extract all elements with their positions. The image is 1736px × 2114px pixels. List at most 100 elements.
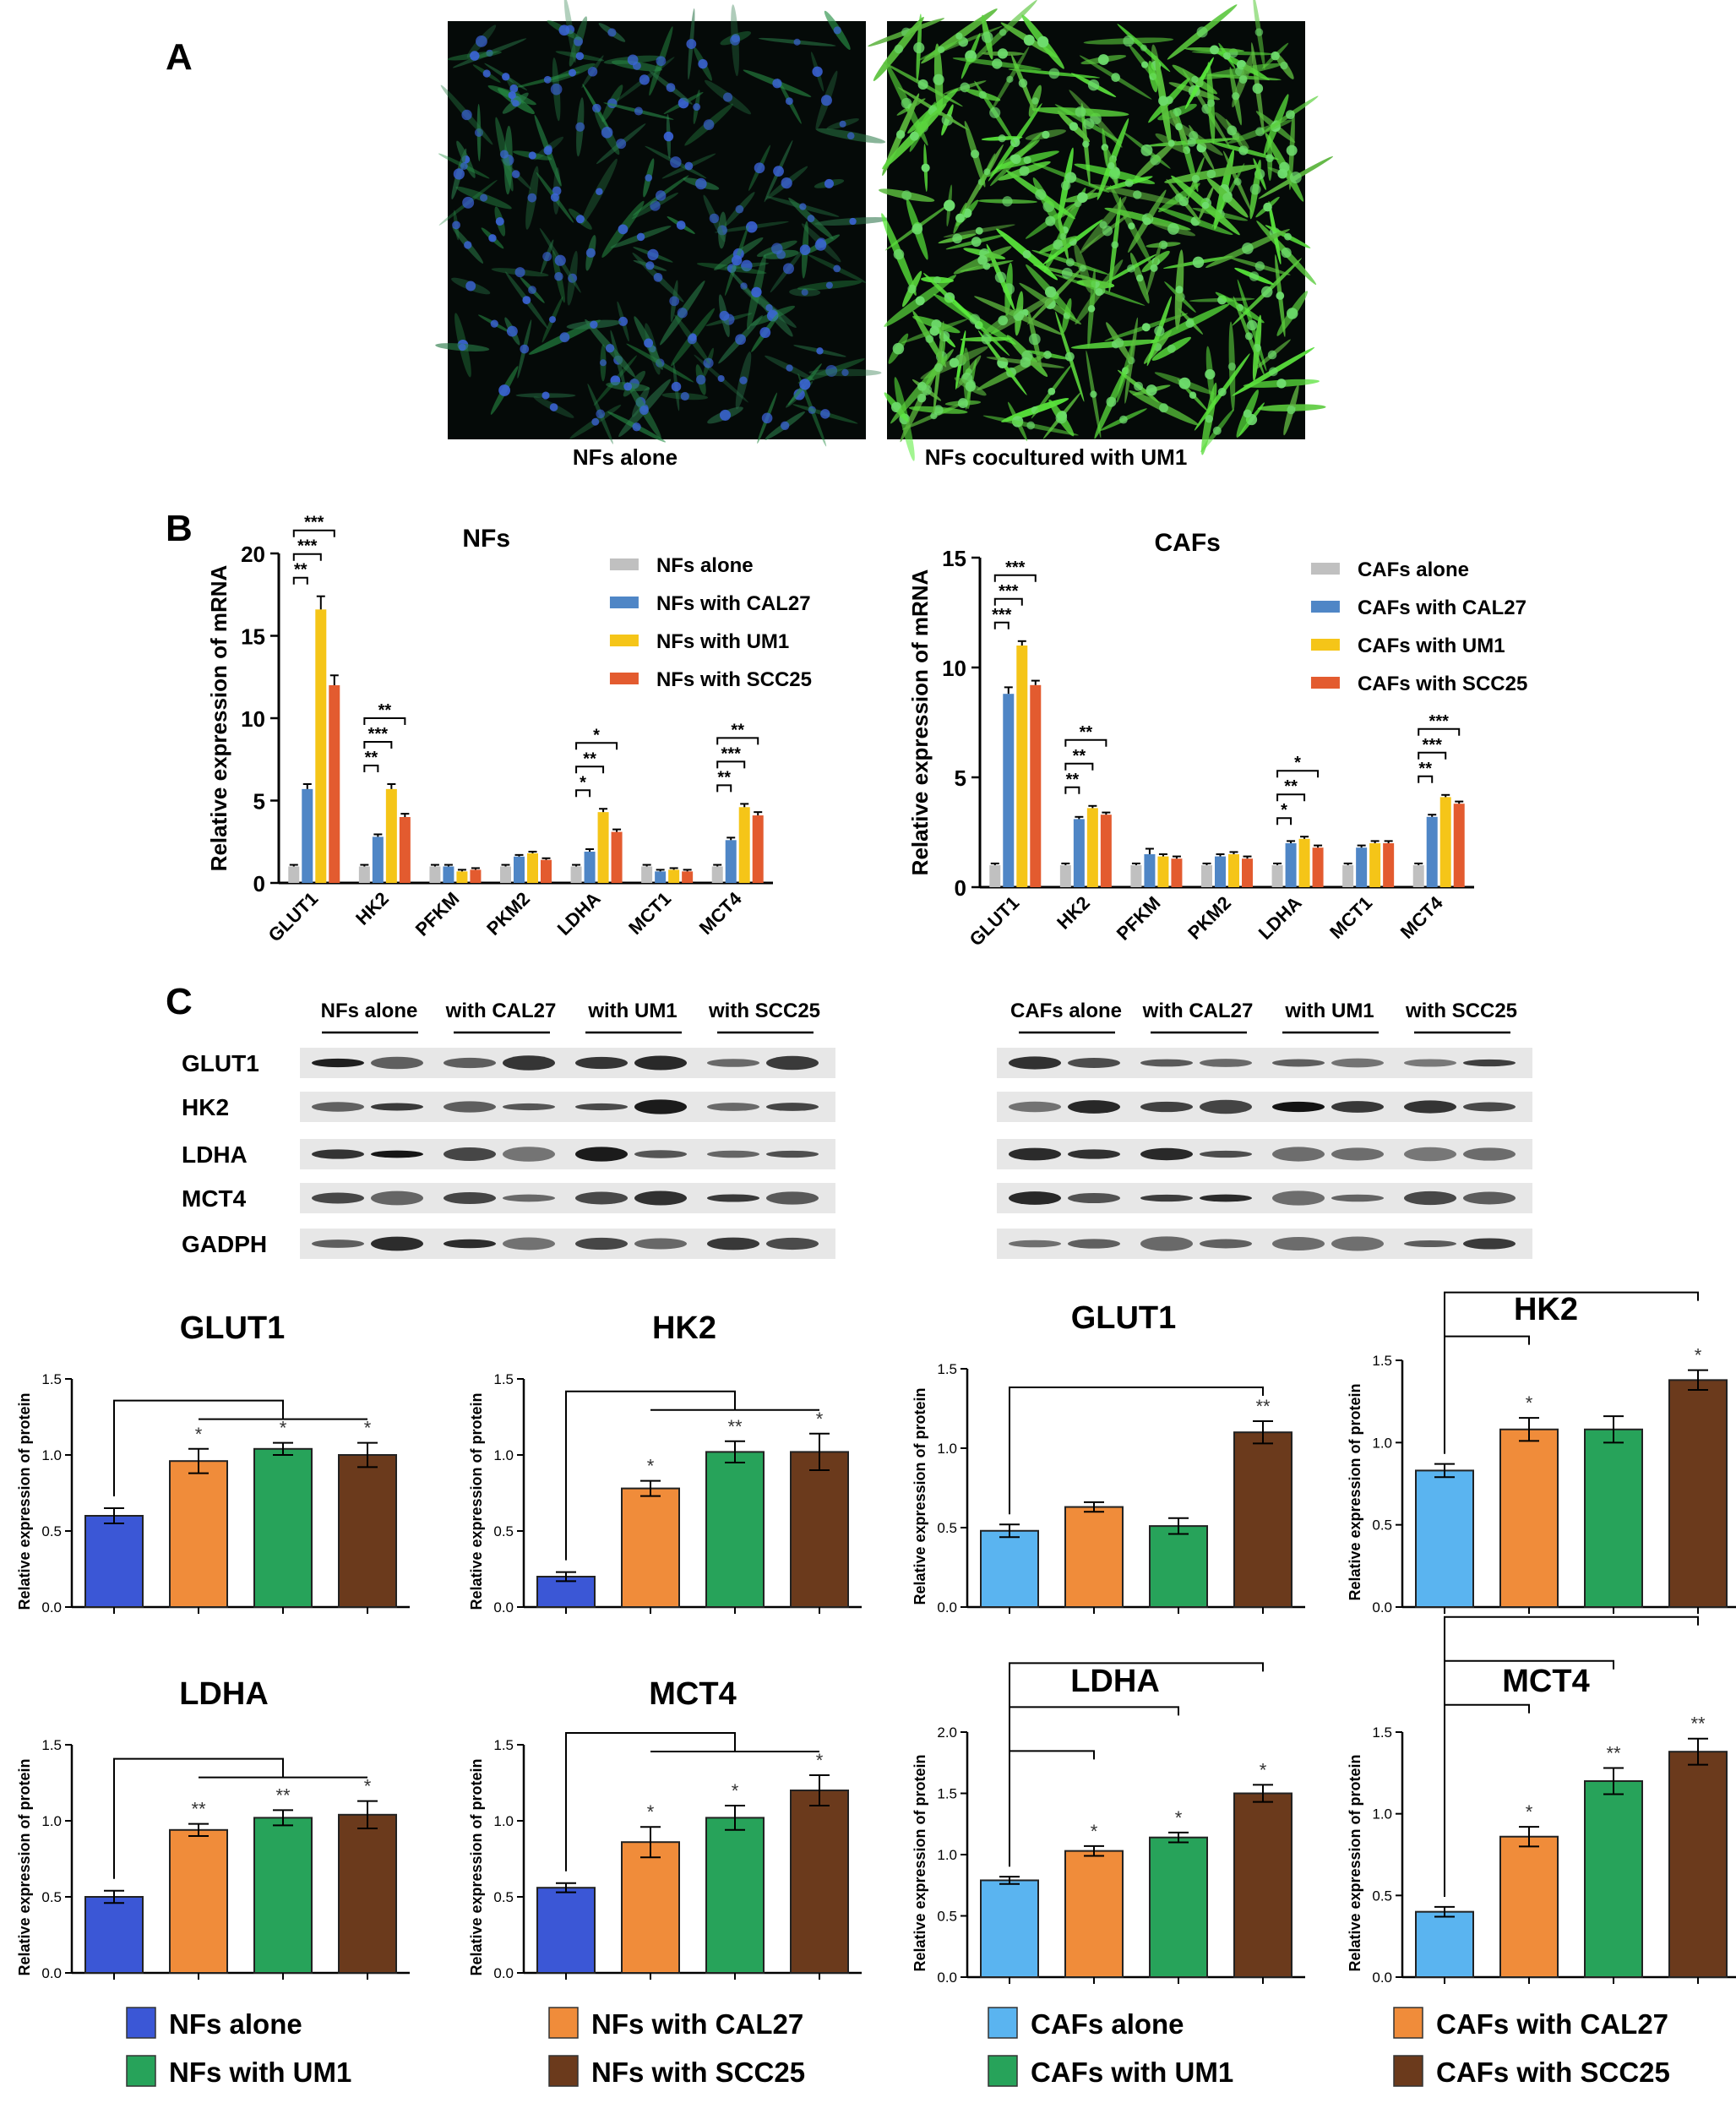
blot-band <box>1463 1191 1516 1205</box>
cell-nucleus <box>632 422 641 432</box>
cell-nucleus <box>1276 379 1287 389</box>
significance-bracket <box>1064 762 1094 771</box>
significance-star: * <box>732 1780 739 1801</box>
y-axis-label: Relative expression of mRNA <box>907 569 933 875</box>
blot-band <box>1272 1059 1325 1067</box>
y-tick-label: 1.5 <box>937 1361 957 1377</box>
blot-band <box>766 1103 819 1111</box>
cell-nucleus <box>1082 117 1095 130</box>
bar <box>169 1460 228 1608</box>
blot-band <box>312 1192 364 1204</box>
cell-nucleus <box>550 83 563 95</box>
bar <box>1369 843 1381 887</box>
blot-group-label: with UM1 <box>1284 1000 1374 1022</box>
cell-nucleus <box>1048 387 1056 395</box>
bar <box>584 851 596 883</box>
cell-nucleus <box>893 248 905 260</box>
x-tick-label: GLUT1 <box>264 888 323 946</box>
blot-band <box>1200 1150 1252 1158</box>
significance-bracket <box>993 597 1023 606</box>
cell-nucleus <box>1286 308 1298 319</box>
cell-nucleus <box>1242 242 1254 254</box>
significance-star: * <box>280 1418 287 1439</box>
significance-label: *** <box>1423 736 1443 755</box>
significance-bracket <box>1064 738 1107 747</box>
cell-nucleus <box>1167 344 1176 353</box>
bar <box>456 871 468 883</box>
cell-nucleus <box>639 406 649 415</box>
cell-nucleus <box>782 263 794 275</box>
cell-nucleus <box>464 241 472 249</box>
x-tick-label: MCT1 <box>1325 892 1376 943</box>
blot-band <box>707 1059 759 1067</box>
cell-nucleus <box>575 215 585 224</box>
micrograph-nfs-alone <box>435 0 891 447</box>
blot-band <box>1009 1147 1061 1161</box>
legend-label: CAFs alone <box>1358 558 1469 581</box>
cell-nucleus <box>1090 390 1097 398</box>
y-tick-label: 10 <box>942 656 966 681</box>
cell-nucleus <box>460 162 468 170</box>
significance-star: ** <box>1255 1396 1271 1417</box>
cell-nucleus <box>568 273 578 283</box>
protein-chart-title: MCT4 <box>1502 1664 1589 1699</box>
cell-nucleus <box>687 335 697 345</box>
cell-nucleus <box>1111 73 1120 82</box>
y-tick-label: 1.0 <box>41 1447 62 1463</box>
blot-row-label: GLUT1 <box>182 1050 259 1076</box>
cell-nucleus <box>1023 35 1035 46</box>
bar <box>1426 816 1438 887</box>
bar <box>399 817 411 883</box>
bar <box>1228 854 1239 887</box>
y-tick-label: 0.0 <box>937 1599 957 1615</box>
cell-nucleus <box>739 376 748 384</box>
bar <box>1499 1835 1559 1979</box>
cell-nucleus <box>1055 411 1068 424</box>
cell-nucleus <box>1127 264 1135 273</box>
cell-nucleus <box>698 58 708 69</box>
cell-nucleus <box>992 58 1003 69</box>
cell-nucleus <box>841 368 849 377</box>
blot-group-label: with CAL27 <box>445 1000 557 1022</box>
cell-nucleus <box>1111 241 1119 249</box>
blot-band <box>1200 1194 1252 1202</box>
cell-nucleus <box>508 91 516 100</box>
cell-nucleus <box>616 139 627 150</box>
cell-nucleus <box>528 151 536 160</box>
legend-label: CAFs alone <box>1031 2008 1184 2040</box>
cell-nucleus <box>915 296 925 306</box>
bar <box>1584 1428 1643 1609</box>
significance-bracket <box>292 529 335 537</box>
cell-nucleus <box>825 281 833 289</box>
bar <box>1144 854 1156 887</box>
y-tick-label: 0 <box>955 875 966 901</box>
blot-band <box>444 1192 496 1204</box>
significance-star: * <box>1260 1759 1267 1780</box>
bar <box>1064 1506 1124 1609</box>
cell-nucleus <box>1082 140 1090 148</box>
significance-bracket <box>575 789 591 798</box>
cell-nucleus <box>981 334 992 345</box>
blot-band <box>634 1238 687 1250</box>
cell-nucleus <box>1284 232 1292 241</box>
chart-title: CAFs <box>1155 529 1221 557</box>
cell-nucleus <box>1119 415 1128 424</box>
cell-nucleus <box>846 132 855 140</box>
legend-label: NFs alone <box>169 2008 302 2040</box>
cell-nucleus <box>944 199 955 211</box>
cell-nucleus <box>917 381 927 391</box>
cell-nucleus <box>554 271 563 281</box>
cell-nucleus <box>677 308 688 319</box>
bar <box>1030 684 1042 887</box>
protein-charts: GLUT1 0.0 0.5 1.0 1.5 Relative expression of … <box>16 1291 1736 1986</box>
bar <box>1073 819 1085 887</box>
significance-label: ** <box>378 701 392 720</box>
cell-nucleus <box>955 32 963 40</box>
cell-nucleus <box>1289 172 1302 184</box>
cell-nucleus <box>1141 323 1151 332</box>
bar <box>1157 856 1169 887</box>
bottom-legend: NFs alone NFs with UM1 NFs with CAL27 NFs w… <box>126 2007 1670 2088</box>
cell-nucleus <box>1133 190 1142 199</box>
cell-nucleus <box>1020 357 1031 368</box>
legend-swatch <box>988 2055 1018 2087</box>
